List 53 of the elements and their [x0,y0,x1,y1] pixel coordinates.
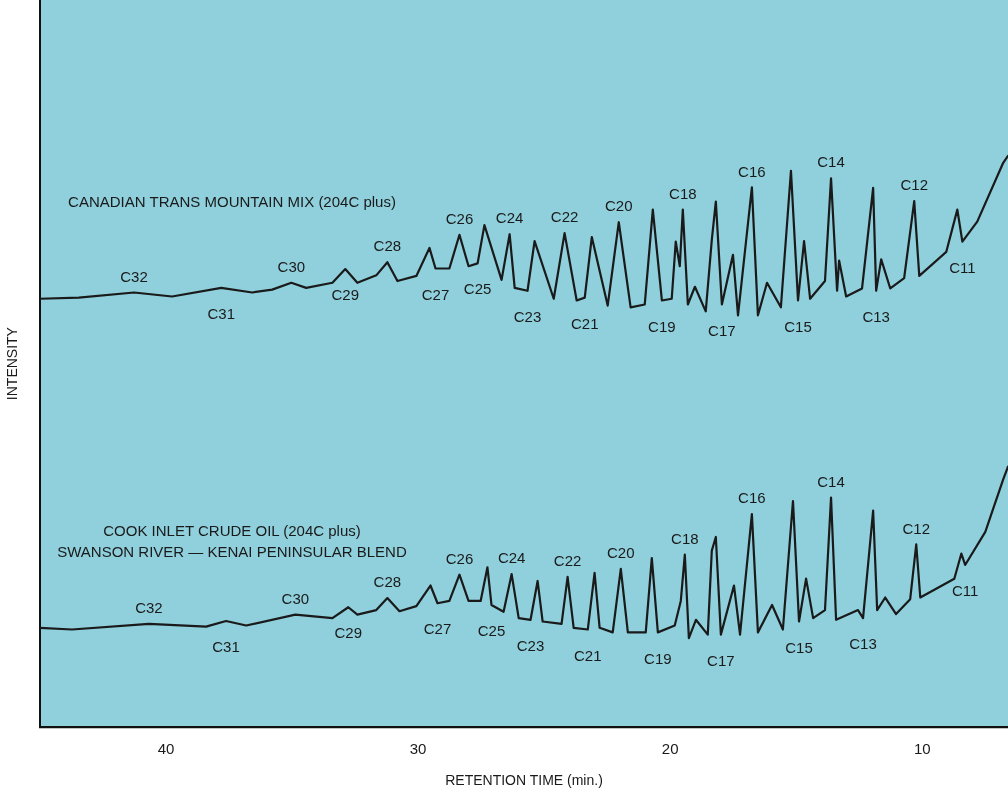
x-axis-title: RETENTION TIME (min.) [445,772,603,789]
y-axis-title: INTENSITY [3,326,20,401]
annotation: C17 [708,321,736,339]
x-tick-label: 40 [157,740,175,758]
annotation: C12 [900,176,928,194]
annotation: C30 [281,589,310,607]
annotation: C28 [373,237,402,255]
annotation: C20 [607,544,635,562]
annotation: C27 [423,620,452,638]
annotation: SWANSON RIVER — KENAI PENINSULAR BLEND [57,542,407,560]
annotation: C14 [817,153,845,171]
annotation: C32 [135,598,163,616]
annotation: C19 [644,649,672,667]
annotation: C15 [785,638,813,656]
annotation: C16 [738,489,766,507]
annotation: C21 [570,314,599,332]
annotation: C26 [445,209,474,227]
annotation: C15 [784,317,812,335]
annotation: C22 [553,552,582,570]
annotation: C18 [671,529,699,547]
annotation: C30 [277,257,306,275]
annotation: C25 [477,622,506,640]
annotation: C29 [331,286,360,304]
annotation: C13 [849,635,877,653]
annotation: C17 [707,651,735,669]
annotation: COOK INLET CRUDE OIL (204C plus) [103,521,361,539]
annotation: CANADIAN TRANS MOUNTAIN MIX (204C plus) [68,192,396,210]
annotation: C26 [445,549,474,567]
annotation: C14 [817,472,845,490]
annotation: C16 [738,162,766,180]
annotation: C20 [605,197,633,215]
annotation: C11 [951,582,979,600]
annotation: C23 [513,307,542,325]
annotation: C31 [207,305,236,323]
annotation: C11 [949,258,976,276]
annotation: C18 [669,184,697,202]
annotation: C28 [373,573,402,591]
annotation: C12 [902,519,931,537]
x-tick-label: 20 [661,740,679,758]
x-tick-label: 10 [913,740,931,758]
annotation: C23 [516,636,545,654]
annotation: C27 [421,285,450,303]
x-tick-label: 30 [409,740,427,758]
annotation: C19 [648,317,676,335]
annotation: C24 [495,209,524,227]
annotation: C22 [550,208,579,226]
annotation: C13 [862,307,890,325]
annotation: C24 [497,549,526,567]
annotation: C29 [334,624,363,642]
annotation: C25 [463,280,492,298]
annotation: C32 [120,267,148,285]
annotation: C21 [574,646,602,664]
annotation: C31 [212,638,240,656]
